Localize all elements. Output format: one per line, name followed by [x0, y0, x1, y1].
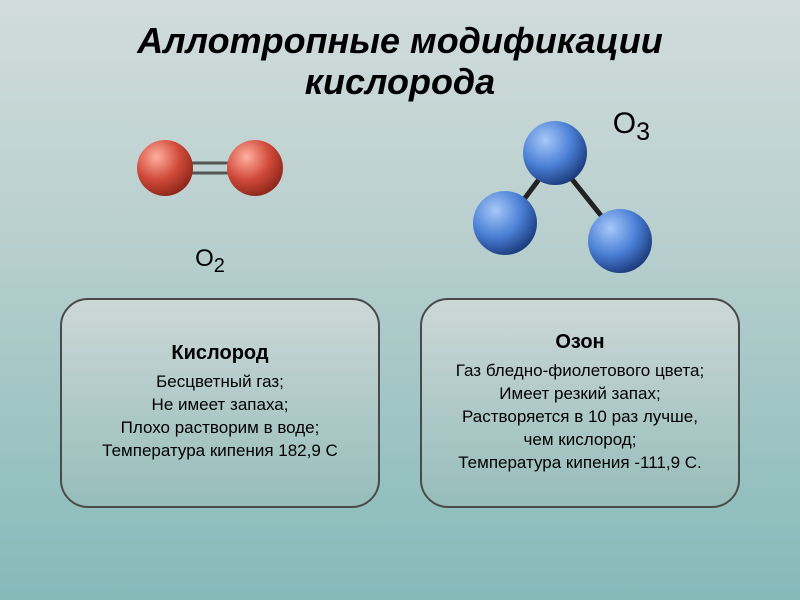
o2-box-line: Не имеет запаха; [152, 394, 289, 417]
o2-formula-label: O2 [195, 245, 225, 278]
o3-formula-label: O3 [613, 107, 650, 147]
o2-diagram [120, 117, 300, 237]
o2-box-title: Кислород [171, 342, 268, 365]
title-line-2: кислорода [305, 61, 495, 102]
title-line-1: Аллотропные модификации [137, 20, 662, 61]
o3-box-line: чем кислород; [524, 429, 637, 452]
o2-formula-sub: 2 [214, 255, 225, 277]
o2-box-line: Температура кипения 182,9 С [102, 440, 338, 463]
molecule-row: O2 O3 [0, 108, 800, 288]
o3-box-line: Температура кипения -111,9 С. [458, 452, 702, 475]
o2-formula-base: O [195, 245, 214, 272]
o3-box-line: Имеет резкий запах; [499, 383, 660, 406]
o3-box-title: Озон [555, 331, 604, 354]
o3-box-line: Газ бледно-фиолетового цвета; [456, 360, 704, 383]
o2-molecule: O2 [120, 117, 300, 278]
o3-formula-sub: 3 [636, 118, 650, 146]
o3-info-box: Озон Газ бледно-фиолетового цвета; Имеет… [420, 298, 740, 508]
o3-molecule: O3 [460, 113, 680, 283]
o2-box-line: Бесцветный газ; [156, 371, 284, 394]
page-title: Аллотропные модификации кислорода [0, 0, 800, 103]
info-boxes-row: Кислород Бесцветный газ; Не имеет запаха… [0, 298, 800, 508]
o2-info-box: Кислород Бесцветный газ; Не имеет запаха… [60, 298, 380, 508]
o3-box-line: Растворяется в 10 раз лучше, [462, 406, 698, 429]
o2-box-line: Плохо растворим в воде; [121, 417, 320, 440]
o3-formula-base: O [613, 107, 636, 140]
